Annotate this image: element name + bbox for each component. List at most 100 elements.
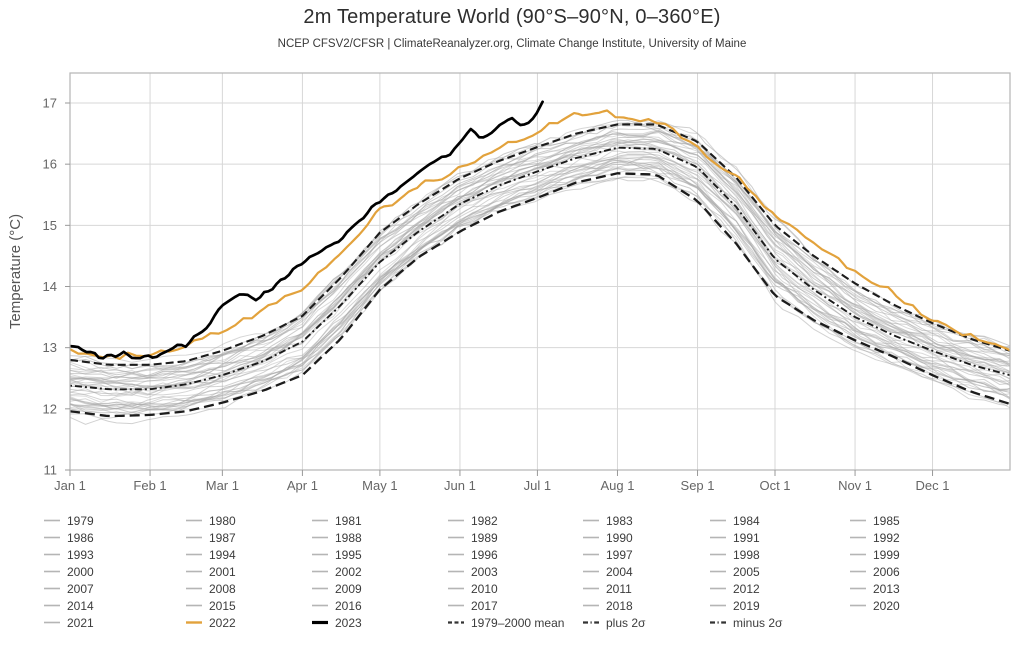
legend-item-1979-2000-mean[interactable]: 1979–2000 mean: [448, 614, 583, 631]
legend-item-1991[interactable]: 1991: [710, 529, 850, 546]
legend-item-2008[interactable]: 2008: [186, 580, 312, 597]
legend-item-1998[interactable]: 1998: [710, 546, 850, 563]
legend-item-2021[interactable]: 2021: [44, 614, 186, 631]
legend-label: 2001: [209, 564, 236, 579]
legend-item-plus-2-[interactable]: plus 2σ: [583, 614, 710, 631]
legend-label: 2007: [67, 581, 94, 596]
y-tick-label: 17: [43, 96, 57, 111]
legend-swatch: [312, 604, 328, 607]
legend-item-2012[interactable]: 2012: [710, 580, 850, 597]
legend-label: 2021: [67, 615, 94, 630]
legend-item-2004[interactable]: 2004: [583, 563, 710, 580]
temperature-chart[interactable]: Jan 1 Feb 1 Mar 1 Apr 1 May 1 Jun 1 Jul 1 Aug 1…: [0, 0, 1024, 505]
legend-swatch: [44, 587, 60, 590]
legend-item-2013[interactable]: 2013: [850, 580, 1004, 597]
legend-item-2019[interactable]: 2019: [710, 597, 850, 614]
legend-swatch: [448, 604, 464, 607]
legend-label: 2023: [335, 615, 362, 630]
legend-label: 2013: [873, 581, 900, 596]
legend-item-minus-2-[interactable]: minus 2σ: [710, 614, 850, 631]
legend-item-2017[interactable]: 2017: [448, 597, 583, 614]
legend-item-1988[interactable]: 1988: [312, 529, 448, 546]
legend-swatch: [186, 604, 202, 607]
x-tick-label: Dec 1: [916, 478, 950, 493]
chart-header: 2m Temperature World (90°S–90°N, 0–360°E…: [0, 6, 1024, 50]
legend-swatch: [186, 621, 202, 624]
legend-label: 2022: [209, 615, 236, 630]
legend-item-2023[interactable]: 2023: [312, 614, 448, 631]
legend-item-1985[interactable]: 1985: [850, 512, 1004, 529]
legend-swatch: [583, 536, 599, 539]
legend-item-2000[interactable]: 2000: [44, 563, 186, 580]
legend-item-1994[interactable]: 1994: [186, 546, 312, 563]
legend-label: 2015: [209, 598, 236, 613]
legend-label: 2009: [335, 581, 362, 596]
series-2023-line: [70, 100, 544, 360]
legend-swatch: [312, 519, 328, 522]
legend-item-1990[interactable]: 1990: [583, 529, 710, 546]
legend-label: 2002: [335, 564, 362, 579]
x-tick-label: Oct 1: [759, 478, 790, 493]
legend-item-1980[interactable]: 1980: [186, 512, 312, 529]
legend-swatch: [44, 553, 60, 556]
legend-item-1995[interactable]: 1995: [312, 546, 448, 563]
legend-label: 1987: [209, 530, 236, 545]
legend-item-1981[interactable]: 1981: [312, 512, 448, 529]
legend-item-2011[interactable]: 2011: [583, 580, 710, 597]
legend-swatch: [44, 519, 60, 522]
legend-label: 2016: [335, 598, 362, 613]
legend-swatch: [850, 587, 866, 590]
legend-label: 1986: [67, 530, 94, 545]
legend-swatch: [710, 587, 726, 590]
legend-item-1984[interactable]: 1984: [710, 512, 850, 529]
legend-item-2007[interactable]: 2007: [44, 580, 186, 597]
legend-item-2006[interactable]: 2006: [850, 563, 1004, 580]
legend-swatch: [44, 621, 60, 624]
legend-item-1992[interactable]: 1992: [850, 529, 1004, 546]
legend-label: 1999: [873, 547, 900, 562]
legend-item-1987[interactable]: 1987: [186, 529, 312, 546]
legend-item-2003[interactable]: 2003: [448, 563, 583, 580]
legend-item-1993[interactable]: 1993: [44, 546, 186, 563]
legend-label: 1981: [335, 513, 362, 528]
legend-swatch: [448, 536, 464, 539]
legend-swatch: [583, 621, 599, 624]
legend-label: 1995: [335, 547, 362, 562]
legend-label: 2003: [471, 564, 498, 579]
plot-frame: [69, 72, 1011, 471]
y-axis: 11 12 13 14 15 16 17: [43, 96, 70, 478]
legend-label: 2008: [209, 581, 236, 596]
legend-item-1983[interactable]: 1983: [583, 512, 710, 529]
legend-swatch: [583, 587, 599, 590]
legend-swatch: [710, 536, 726, 539]
legend-swatch: [312, 587, 328, 590]
legend-item-2005[interactable]: 2005: [710, 563, 850, 580]
legend-swatch: [44, 604, 60, 607]
legend-item-1979[interactable]: 1979: [44, 512, 186, 529]
legend-item-2022[interactable]: 2022: [186, 614, 312, 631]
legend-item-2016[interactable]: 2016: [312, 597, 448, 614]
legend-item-2009[interactable]: 2009: [312, 580, 448, 597]
legend-item-1986[interactable]: 1986: [44, 529, 186, 546]
x-tick-label: Apr 1: [287, 478, 318, 493]
legend-item-1999[interactable]: 1999: [850, 546, 1004, 563]
legend-item-2018[interactable]: 2018: [583, 597, 710, 614]
legend-item-1996[interactable]: 1996: [448, 546, 583, 563]
legend-item-1997[interactable]: 1997: [583, 546, 710, 563]
legend-item-1982[interactable]: 1982: [448, 512, 583, 529]
legend-item-2010[interactable]: 2010: [448, 580, 583, 597]
legend-item-2014[interactable]: 2014: [44, 597, 186, 614]
legend-swatch: [448, 621, 464, 624]
y-tick-label: 15: [43, 218, 57, 233]
legend-item-2001[interactable]: 2001: [186, 563, 312, 580]
legend-swatch: [583, 519, 599, 522]
legend-label: 1990: [606, 530, 633, 545]
legend-item-1989[interactable]: 1989: [448, 529, 583, 546]
legend-item-2020[interactable]: 2020: [850, 597, 1004, 614]
legend-label: 2006: [873, 564, 900, 579]
legend-label: 1988: [335, 530, 362, 545]
legend-item-2002[interactable]: 2002: [312, 563, 448, 580]
legend-swatch: [186, 587, 202, 590]
legend-label: 1984: [733, 513, 760, 528]
legend-item-2015[interactable]: 2015: [186, 597, 312, 614]
